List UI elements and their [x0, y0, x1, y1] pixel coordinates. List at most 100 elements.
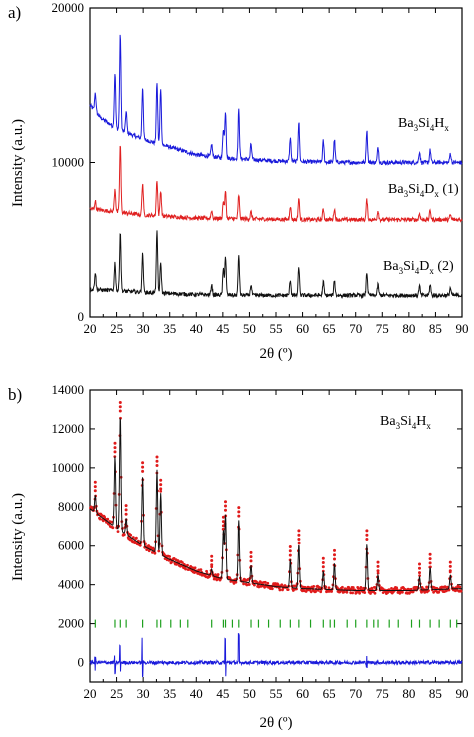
observed-point	[224, 500, 227, 504]
x-tick-label: 55	[270, 686, 283, 701]
observed-point	[242, 582, 246, 586]
observed-point	[428, 557, 432, 561]
observed-point	[249, 550, 253, 554]
observed-point	[330, 590, 333, 593]
x-tick-label: 35	[163, 321, 176, 336]
observed-point	[418, 562, 421, 566]
observed-point	[448, 569, 452, 573]
y-tick-label: 2000	[58, 616, 84, 631]
observed-point	[342, 590, 346, 594]
observed-point	[351, 591, 354, 595]
x-tick-label: 40	[190, 321, 203, 336]
observed-point	[253, 583, 256, 587]
observed-point	[249, 555, 253, 559]
observed-point	[376, 560, 380, 564]
observed-point	[153, 551, 157, 555]
observed-point	[90, 506, 94, 509]
observed-point	[193, 566, 197, 570]
observed-point	[297, 529, 301, 533]
observed-point	[159, 478, 163, 482]
observed-point	[224, 504, 227, 508]
x-tick-label: 65	[323, 321, 336, 336]
panel-b-label: b)	[8, 385, 22, 404]
observed-point	[113, 441, 117, 445]
observed-point	[297, 533, 301, 537]
x-tick-label: 75	[376, 686, 389, 701]
observed-point	[155, 464, 159, 467]
x-tick-label: 80	[402, 686, 415, 701]
observed-point	[418, 574, 421, 577]
observed-point	[255, 581, 259, 584]
panel-a-x-ticks: 20 25 30 35 40 45 50 55 60 65 70 75 80 85 90	[84, 8, 469, 336]
observed-point	[373, 591, 377, 595]
y-tick-label: 6000	[58, 538, 84, 553]
observed-point	[186, 563, 189, 567]
observed-point	[411, 590, 415, 594]
observed-point	[276, 583, 280, 587]
observed-point	[365, 529, 369, 533]
observed-point	[390, 587, 393, 590]
observed-point	[157, 549, 161, 553]
observed-point	[111, 526, 115, 530]
observed-point	[181, 561, 184, 564]
panel-b: b) Intensity (a.u.) 2θ (º) 20 25 30 35 40 45 5…	[8, 382, 469, 731]
panel-a-xlabel: 2θ (º)	[259, 346, 292, 362]
panel-b-series	[89, 401, 463, 678]
observed-point	[159, 489, 163, 493]
y-tick-label: 12000	[52, 421, 85, 436]
x-tick-label: 20	[84, 686, 97, 701]
observed-point	[341, 585, 344, 589]
observed-point	[129, 533, 133, 537]
x-tick-label: 60	[296, 321, 309, 336]
observed-point	[266, 581, 270, 585]
difference-line	[89, 633, 463, 678]
observed-point	[101, 519, 105, 523]
panel-b-xlabel: 2θ (º)	[259, 715, 292, 731]
x-tick-label: 40	[190, 686, 203, 701]
observed-point	[314, 590, 317, 593]
observed-point	[237, 514, 241, 518]
observed-point	[210, 559, 214, 562]
observed-point	[93, 489, 97, 493]
observed-point	[333, 557, 336, 561]
legend-ba3si4hx: Ba3Si4Hx	[398, 116, 449, 133]
panel-b-frame	[89, 389, 463, 683]
x-tick-label: 45	[216, 321, 229, 336]
observed-point	[221, 524, 225, 528]
observed-point	[124, 508, 128, 512]
y-tick-label: 20000	[52, 0, 85, 15]
observed-point	[205, 569, 209, 573]
observed-point	[448, 564, 452, 568]
observed-point	[297, 538, 301, 541]
observed-point	[147, 544, 151, 547]
x-tick-label: 90	[456, 686, 469, 701]
observed-point	[221, 515, 225, 519]
observed-point	[278, 588, 282, 592]
observed-point	[459, 589, 463, 593]
observed-point	[168, 555, 172, 558]
observed-point	[237, 506, 241, 510]
observed-point	[297, 541, 301, 545]
x-tick-label: 80	[402, 321, 415, 336]
observed-point	[141, 465, 145, 469]
observed-point	[118, 401, 122, 404]
observed-point	[93, 485, 97, 489]
observed-point	[199, 568, 203, 571]
observed-point	[288, 549, 292, 553]
observed-point	[113, 446, 117, 450]
x-tick-label: 25	[110, 686, 123, 701]
observed-point	[321, 556, 325, 560]
observed-point	[358, 591, 361, 595]
observed-point	[98, 517, 102, 521]
y-tick-label: 8000	[58, 499, 84, 514]
observed-point	[113, 450, 117, 454]
observed-point	[141, 461, 145, 465]
observed-point	[321, 565, 325, 569]
x-tick-label: 75	[376, 321, 389, 336]
panel-a: a) Intensity (a.u.) 2θ (º) 20 25 30 35 40 45 5…	[8, 0, 469, 362]
observed-point	[247, 583, 251, 586]
observed-point	[159, 487, 163, 491]
observed-point	[333, 548, 336, 552]
y-tick-label: 14000	[52, 382, 85, 397]
